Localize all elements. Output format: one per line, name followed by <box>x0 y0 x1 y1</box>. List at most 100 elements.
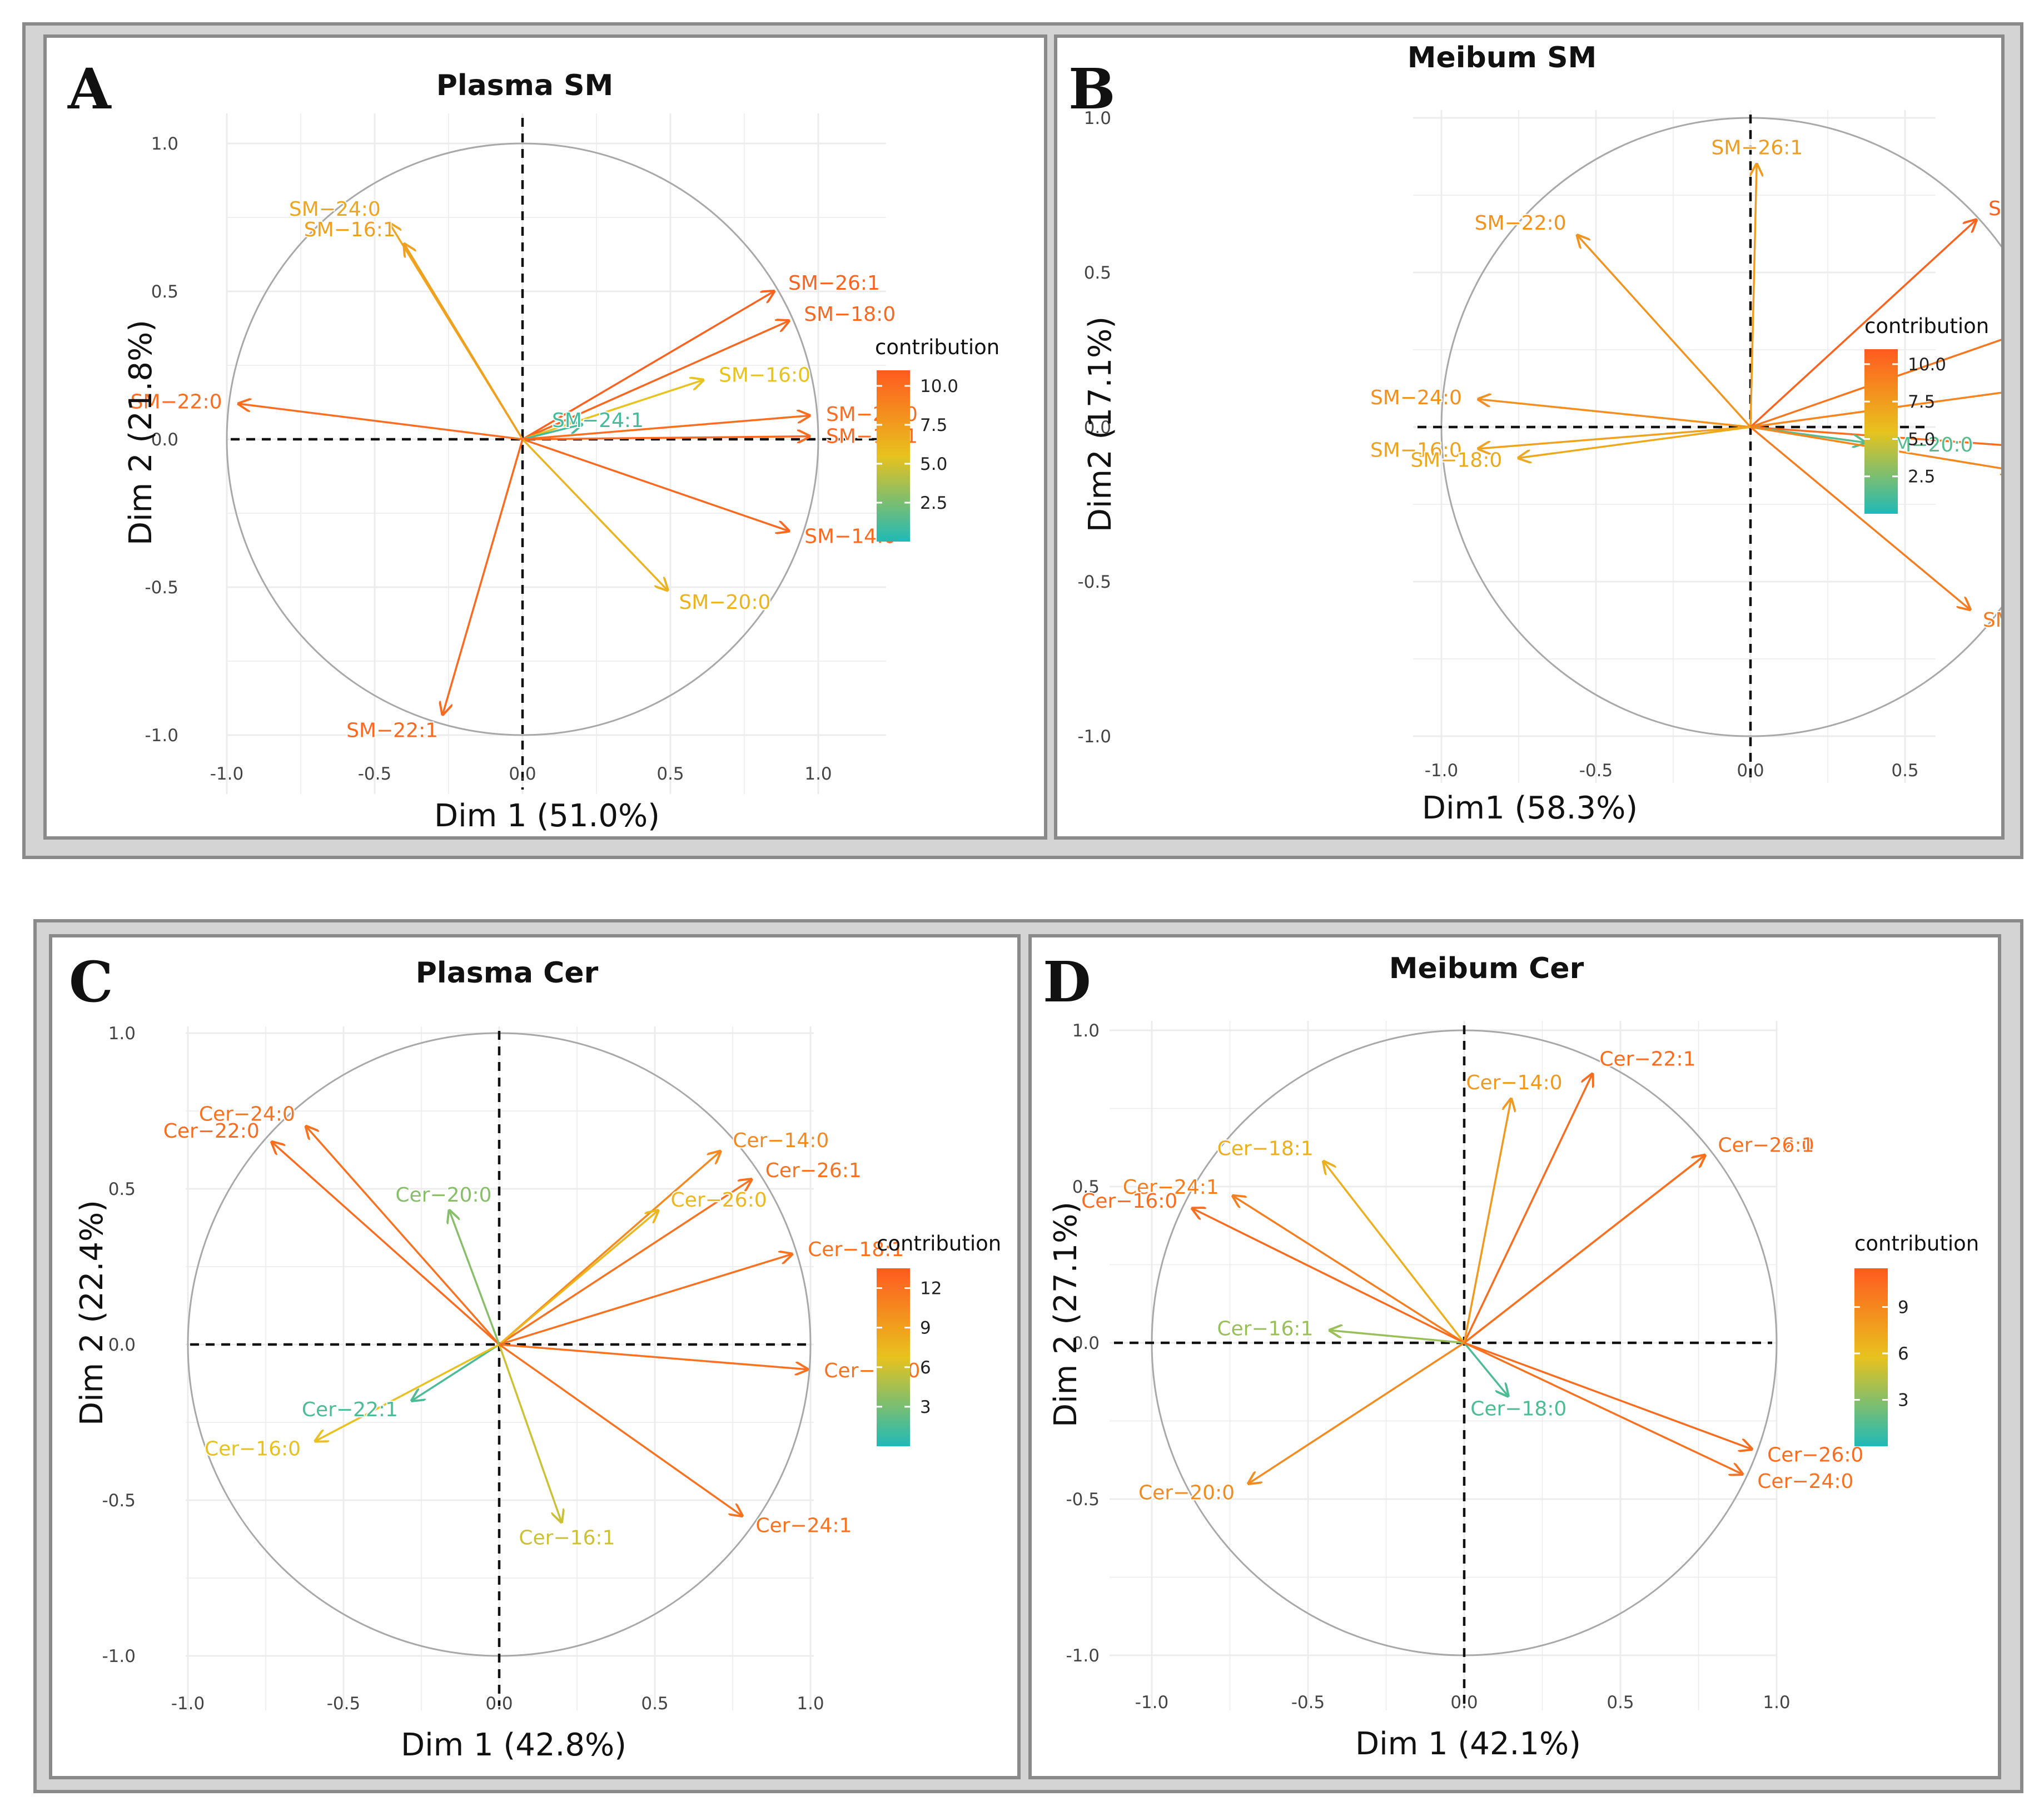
y-tick-label: -1.0 <box>102 1646 136 1666</box>
y-tick-label: -1.0 <box>1066 1646 1100 1666</box>
variable-arrow <box>522 380 703 440</box>
variable-arrow <box>1464 1342 1742 1474</box>
variable-arrow <box>1330 1331 1465 1344</box>
variable-label: Cer−24:0 <box>1757 1470 1853 1493</box>
variable-arrow <box>522 415 809 440</box>
legend-colorbar <box>1854 1268 1888 1446</box>
variable-label: SM−26:0 <box>1988 197 2001 220</box>
x-tick-label: -0.5 <box>358 764 392 784</box>
y-tick-label: 0.5 <box>108 1179 136 1199</box>
variable-arrow <box>522 291 774 440</box>
panel-letter: B <box>1068 56 1116 122</box>
legend-tick-label: 6 <box>920 1358 931 1378</box>
variable-arrow <box>404 244 524 440</box>
x-tick-label: -1.0 <box>171 1694 205 1714</box>
legend-tick-label: 2.5 <box>1908 467 1935 487</box>
variable-arrow <box>1578 235 1752 428</box>
variable-arrow <box>1749 164 1757 428</box>
variable-label: SM−26:1 <box>1711 136 1803 159</box>
chart-title: Meibum SM <box>1407 41 1597 75</box>
variable-label: SM−18:0 <box>1410 449 1502 472</box>
variable-arrow <box>1463 1099 1511 1343</box>
variable-label: Cer−22:0 <box>163 1120 260 1143</box>
panel-a: A Plasma SM -1.0 -0.5 0.0 0.5 1.0 -1.0 -0.5 0.0… <box>43 34 1047 840</box>
variable-label: Cer−20:0 <box>395 1184 491 1207</box>
variable-arrow <box>412 1343 500 1401</box>
y-tick-label: -0.5 <box>102 1491 136 1511</box>
variable-label: Cer−26:1 <box>1718 1134 1814 1157</box>
variable-label: Cer−18:1 <box>1217 1137 1314 1160</box>
variable-arrow <box>522 321 789 440</box>
grid <box>1413 110 1936 783</box>
legend-colorbar <box>1864 349 1898 514</box>
legend-tick-label: 5.0 <box>920 454 947 474</box>
variable-arrow <box>238 404 523 440</box>
variable-label: SM−18:0 <box>804 303 896 326</box>
y-tick-label: 0.5 <box>1072 1177 1100 1197</box>
variable-arrow <box>498 1344 561 1522</box>
variable-arrow <box>498 1343 742 1516</box>
y-axis-label: Dim2 (17.1%) <box>1082 316 1118 533</box>
chart-title: Plasma Cer <box>415 956 599 990</box>
variable-arrow <box>1749 220 1976 428</box>
variable-label: SM−24:0 <box>1370 386 1462 409</box>
y-tick-label: -0.5 <box>1066 1490 1100 1510</box>
legend-title: contribution <box>1864 314 1990 338</box>
panel-letter: C <box>69 949 113 1015</box>
x-tick-label: 0.5 <box>641 1694 668 1714</box>
variable-arrow <box>306 1127 500 1346</box>
legend-tick-label: 5.0 <box>1908 429 1935 449</box>
variable-label: Cer−18:1 <box>808 1238 904 1261</box>
y-axis-label: Dim 2 (21.8%) <box>123 319 159 546</box>
variable-label: SM−26:1 <box>788 272 880 295</box>
x-tick-label: -0.5 <box>1579 761 1613 781</box>
variable-arrow <box>1249 1342 1465 1484</box>
legend-tick-label: 7.5 <box>920 415 947 435</box>
variable-label: Cer−26:0 <box>671 1189 767 1212</box>
variable-label: SM−20:0 <box>679 591 770 614</box>
variable-label: Cer−26:0 <box>1767 1443 1863 1466</box>
y-axis-label: Dim 2 (22.4%) <box>74 1199 110 1426</box>
x-tick-label: 0.5 <box>1607 1693 1634 1713</box>
panel-letter: A <box>68 56 111 122</box>
y-tick-label: -0.5 <box>1078 572 1112 592</box>
variable-arrow <box>1463 1155 1705 1344</box>
variable-label: Cer−26:1 <box>765 1159 862 1182</box>
x-tick-label: -1.0 <box>1425 761 1459 781</box>
legend-tick-label: 10.0 <box>1908 355 1946 375</box>
chart-title: Plasma SM <box>436 69 614 102</box>
legend-colorbar <box>877 370 910 542</box>
x-tick-label: 1.0 <box>1763 1693 1790 1713</box>
y-tick-label: 1.0 <box>108 1024 136 1044</box>
variable-arrow <box>522 438 789 531</box>
variable-arrow <box>1463 1342 1508 1396</box>
variable-label: SM−16:0 <box>719 364 810 386</box>
chart-title: Meibum Cer <box>1389 952 1584 985</box>
x-axis-label: Dim1 (58.3%) <box>1421 790 1638 826</box>
y-tick-label: 0.0 <box>151 430 178 450</box>
variable-arrow <box>1519 426 1751 458</box>
variable-arrow <box>522 436 809 439</box>
variable-arrow <box>498 1210 658 1346</box>
variable-arrow <box>316 1343 500 1441</box>
x-tick-label: -1.0 <box>210 764 244 784</box>
y-tick-label: 1.0 <box>1084 108 1111 128</box>
variable-label: SM−24:0 <box>289 198 381 221</box>
legend-tick-label: 3 <box>1898 1391 1909 1411</box>
variable-label: Cer−22:1 <box>302 1398 398 1421</box>
grid <box>1110 1021 1778 1710</box>
x-tick-label: 0.0 <box>485 1694 513 1714</box>
legend-tick-label: 7.5 <box>1908 392 1935 412</box>
variable-label: SM−22:1 <box>1983 609 2001 632</box>
x-axis-label: Dim 1 (42.8%) <box>400 1727 627 1763</box>
variable-label: SM−24:1 <box>552 409 644 432</box>
x-tick-label: 0.0 <box>1737 761 1764 781</box>
y-tick-label: -1.0 <box>145 726 179 746</box>
x-axis-label: Dim 1 (51.0%) <box>434 798 660 834</box>
panel-letter: D <box>1043 949 1091 1015</box>
legend-tick-label: 9 <box>920 1318 931 1338</box>
variable-arrow <box>1464 1342 1752 1449</box>
y-tick-label: 0.5 <box>151 282 178 302</box>
variable-label: Cer−16:1 <box>519 1527 615 1550</box>
x-tick-label: 0.0 <box>1450 1693 1478 1713</box>
